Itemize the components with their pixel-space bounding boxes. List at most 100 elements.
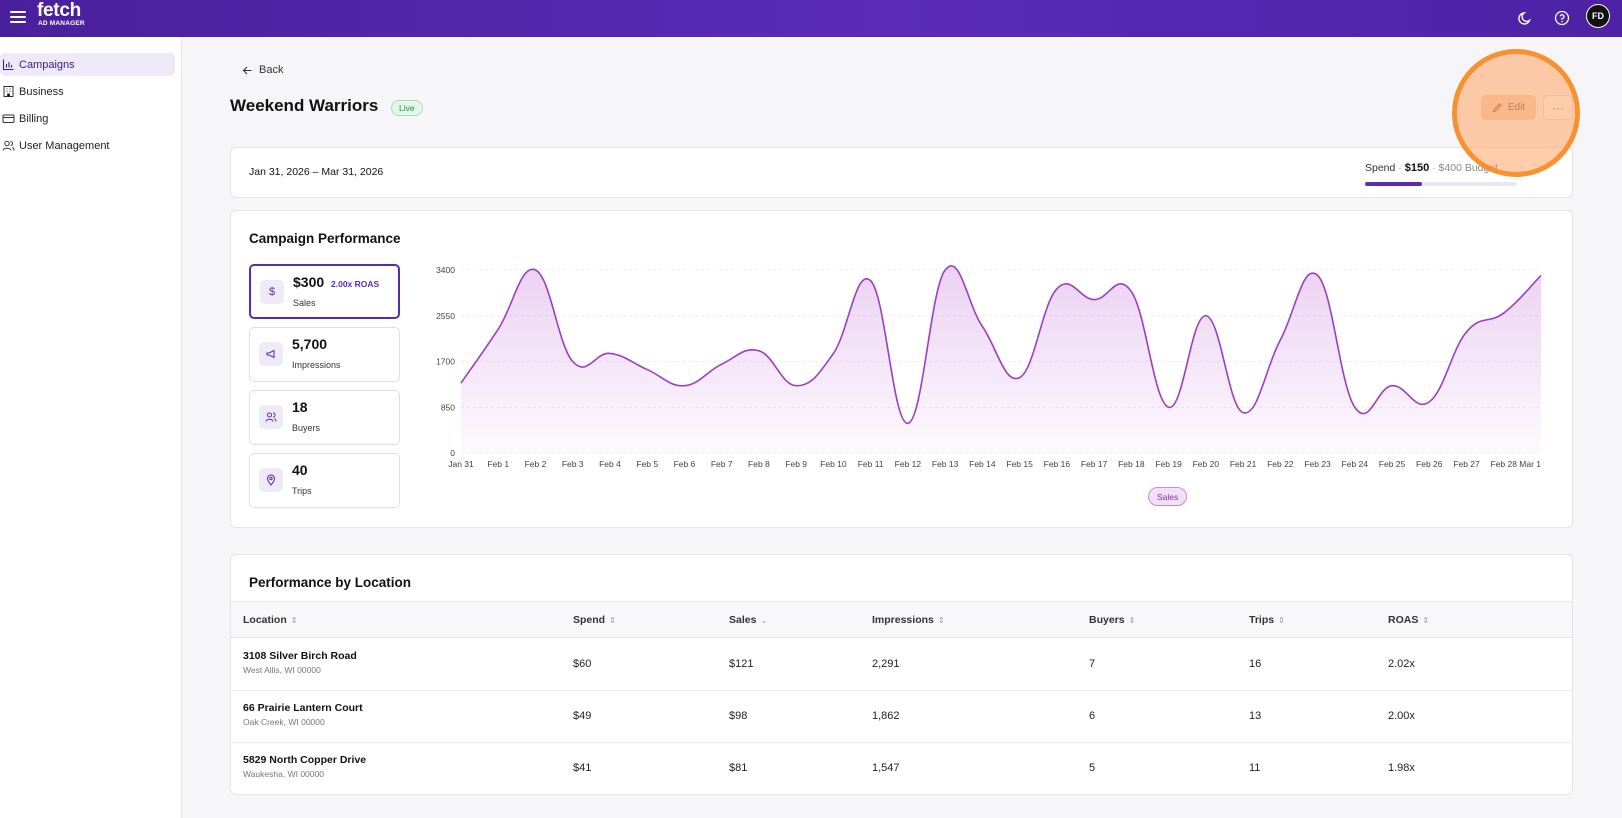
sales-cell: $81 [729, 762, 748, 774]
data-point [1353, 405, 1357, 409]
megaphone-icon [259, 342, 283, 366]
data-point [720, 362, 724, 366]
spend-label: Spend [1365, 162, 1396, 174]
x-tick-label: Feb 25 [1379, 459, 1406, 469]
column-header-sales[interactable]: Sales ⌄ [729, 614, 768, 626]
x-tick-label: Feb 5 [636, 459, 658, 469]
roas-cell: 2.02x [1388, 658, 1415, 670]
sidebar-item-billing[interactable]: Billing [0, 107, 175, 130]
sidebar-item-label: User Management [19, 139, 110, 152]
metric-label: Impressions [292, 360, 341, 370]
help-icon[interactable] [1551, 7, 1573, 29]
column-header-roas[interactable]: ROAS ⇕ [1388, 614, 1430, 626]
users-icon [259, 405, 283, 429]
x-tick-label: Feb 16 [1044, 459, 1071, 469]
sidebar-item-user-management[interactable]: User Management [0, 134, 175, 157]
performance-by-location-card: Performance by Location Location ⇕ Spend ⇕… [230, 554, 1573, 795]
x-tick-label: Feb 12 [895, 459, 922, 469]
data-point [1241, 411, 1245, 415]
date-range: Jan 31, 2026 – Mar 31, 2026 [249, 166, 384, 178]
x-tick-label: Feb 18 [1118, 459, 1145, 469]
metric-value: 40 [292, 462, 308, 478]
sort-icon: ⇕ [609, 615, 616, 625]
x-tick-label: Feb 11 [858, 459, 884, 469]
back-label: Back [259, 64, 284, 76]
table-row[interactable]: 3108 Silver Birch Road West Allis, WI 00… [231, 639, 1572, 691]
metric-card-trips[interactable]: 40 Trips [249, 453, 400, 508]
y-tick-label: 850 [441, 402, 455, 412]
sidebar-item-label: Business [19, 85, 64, 98]
location-address: 66 Prairie Lantern Court [243, 702, 363, 714]
buyers-cell: 6 [1089, 710, 1096, 722]
data-point [1390, 384, 1394, 388]
y-tick-label: 0 [450, 448, 455, 458]
spend-cell: $49 [573, 710, 592, 722]
metric-label: Sales [293, 298, 316, 308]
metric-card-impressions[interactable]: 5,700 Impressions [249, 327, 400, 382]
x-tick-label: Feb 20 [1193, 459, 1220, 469]
data-point [1465, 330, 1469, 334]
sort-icon: ⇕ [290, 615, 298, 625]
y-tick-label: 2550 [436, 311, 455, 321]
roas-cell: 1.98x [1388, 762, 1415, 774]
sidebar: Campaigns Business Billing User Manageme… [0, 37, 182, 818]
budget-amount: $400 Budget [1438, 162, 1499, 174]
sidebar-item-label: Campaigns [19, 58, 75, 71]
roas-cell: 2.00x [1388, 710, 1415, 722]
data-point [496, 327, 500, 331]
metric-value: 18 [292, 399, 308, 415]
data-point [980, 325, 984, 329]
location-cell: 66 Prairie Lantern Court Oak Creek, WI 0… [243, 702, 363, 727]
more-options-button[interactable]: ··· [1543, 95, 1573, 120]
user-avatar[interactable]: FD [1586, 4, 1610, 28]
impressions-cell: 1,862 [872, 710, 900, 722]
column-header-spend[interactable]: Spend ⇕ [573, 614, 616, 626]
chart-legend-sales[interactable]: Sales [1148, 487, 1188, 506]
sidebar-item-campaigns[interactable]: Campaigns [0, 53, 175, 76]
metric-card-buyers[interactable]: 18 Buyers [249, 390, 400, 445]
data-point [906, 421, 910, 425]
top-bar: fetch AD MANAGER FD [0, 0, 1622, 37]
location-cell: 5829 North Copper Drive Waukesha, WI 000… [243, 754, 366, 779]
x-tick-label: Feb 6 [674, 459, 696, 469]
sidebar-item-business[interactable]: Business [0, 80, 175, 103]
x-tick-label: Feb 14 [969, 459, 996, 469]
spend-summary: Spend · $150 · $400 Budget [1365, 162, 1499, 174]
data-point [1018, 376, 1022, 380]
dark-mode-icon[interactable] [1515, 7, 1537, 29]
y-tick-label: 1700 [436, 357, 455, 367]
x-tick-label: Feb 15 [1006, 459, 1033, 469]
column-header-impressions[interactable]: Impressions ⇕ [872, 614, 945, 626]
x-tick-label: Feb 8 [748, 459, 770, 469]
edit-button[interactable]: Edit [1481, 95, 1536, 120]
building-icon [3, 86, 14, 97]
edit-label: Edit [1507, 102, 1526, 113]
menu-icon[interactable] [8, 8, 28, 28]
status-badge: Live [391, 100, 423, 116]
sort-icon: ⇕ [1422, 615, 1430, 625]
column-header-buyers[interactable]: Buyers ⇕ [1089, 614, 1136, 626]
data-point [1278, 338, 1282, 342]
back-link[interactable]: Back [242, 64, 283, 76]
trips-cell: 11 [1249, 762, 1261, 774]
y-tick-label: 3400 [436, 265, 455, 275]
data-point [1316, 273, 1320, 277]
data-point [1092, 298, 1096, 302]
buyers-cell: 7 [1089, 658, 1096, 670]
brand-subtitle: AD MANAGER [38, 20, 85, 27]
campaign-summary-card: Jan 31, 2026 – Mar 31, 2026 Spend · $150… [230, 147, 1573, 198]
table-row[interactable]: 5829 North Copper Drive Waukesha, WI 000… [231, 743, 1572, 794]
brand-logo[interactable]: fetch [37, 0, 81, 21]
column-header-trips[interactable]: Trips ⇕ [1249, 614, 1285, 626]
column-header-location[interactable]: Location ⇕ [243, 614, 298, 626]
x-tick-label: Feb 28 [1491, 459, 1518, 469]
table-row[interactable]: 66 Prairie Lantern Court Oak Creek, WI 0… [231, 691, 1572, 743]
spend-cell: $41 [573, 762, 592, 774]
x-tick-label: Feb 3 [562, 459, 584, 469]
dollar-icon: $ [260, 280, 284, 304]
metric-card-sales[interactable]: $ $300 2.00x ROAS Sales [249, 264, 400, 319]
x-tick-label: Feb 23 [1304, 459, 1331, 469]
data-point [533, 268, 537, 272]
x-tick-label: Feb 27 [1453, 459, 1480, 469]
data-point [943, 268, 947, 272]
